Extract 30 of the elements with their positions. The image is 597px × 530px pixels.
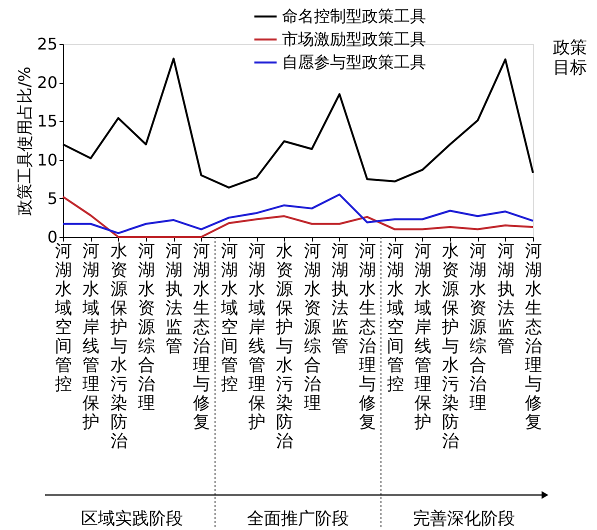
text: 区域实践阶段 bbox=[81, 509, 184, 529]
category-label: 河湖水域岸线管理保护 bbox=[414, 242, 432, 432]
text: 完善深化阶段 bbox=[412, 509, 515, 529]
category-label: 河湖水生态治理与修复 bbox=[525, 242, 542, 432]
category-label: 河湖水域岸线管理保护 bbox=[248, 242, 266, 432]
y-tick-label: 10 bbox=[37, 150, 58, 170]
category-label: 河湖水生态治理与修复 bbox=[193, 242, 210, 432]
y-tick-label: 20 bbox=[37, 73, 58, 92]
category-label: 水资源保护与水污染防治 bbox=[276, 242, 294, 452]
text: 全面推广阶段 bbox=[247, 509, 349, 529]
x-tick-label: 河湖执法监管 bbox=[497, 242, 514, 356]
x-tick-label: 河湖执法监管 bbox=[331, 242, 348, 356]
x-tick-label: 河湖水域空间管控 bbox=[220, 242, 238, 394]
legend-label: 自愿参与型政策工具 bbox=[282, 52, 426, 72]
y-axis-title: 政策工具使用占比/% bbox=[15, 66, 34, 216]
category-label: 河湖水资源综合治理 bbox=[304, 242, 321, 414]
y-tick-label: 15 bbox=[37, 112, 58, 131]
category-label: 河湖水生态治理与修复 bbox=[359, 242, 376, 432]
category-label: 水资源保护与水污染防治 bbox=[442, 242, 460, 452]
category-label: 河湖水资源综合治理 bbox=[138, 242, 155, 414]
x-tick-label: 河湖水域空间管控 bbox=[386, 242, 404, 394]
legend-label: 命名控制型政策工具 bbox=[282, 6, 426, 26]
category-label: 河湖水资源综合治理 bbox=[470, 242, 487, 414]
x-tick-label: 河湖执法监管 bbox=[166, 242, 183, 356]
y-tick-label: 5 bbox=[47, 188, 58, 208]
category-label: 河湖水域岸线管理保护 bbox=[82, 242, 100, 432]
x-axis-title: 政策目标 bbox=[553, 38, 587, 78]
category-label: 水资源保护与水污染防治 bbox=[110, 242, 128, 452]
y-tick-label: 25 bbox=[37, 34, 58, 54]
legend-label: 市场激励型政策工具 bbox=[282, 30, 426, 48]
